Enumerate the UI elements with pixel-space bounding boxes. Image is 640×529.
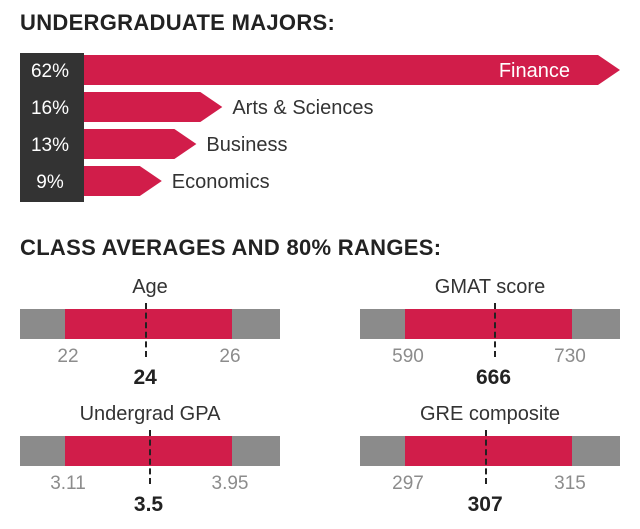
major-bar — [84, 55, 620, 85]
major-category-label: Finance — [499, 60, 570, 82]
percent-label-column — [20, 53, 84, 202]
ranges-title: CLASS AVERAGES AND 80% RANGES: — [20, 235, 442, 260]
range-panel-gre: GRE composite 297 315 307 — [360, 403, 620, 516]
majors-title: UNDERGRADUATE MAJORS: — [20, 10, 336, 35]
range-max-value: 26 — [219, 346, 241, 367]
range-bar — [360, 303, 620, 357]
range-label: GRE composite — [419, 403, 561, 425]
range-average-value: 3.5 — [133, 493, 164, 516]
major-bar — [84, 129, 197, 159]
range-bar — [20, 430, 280, 484]
major-category-label: Arts & Sciences — [232, 97, 373, 119]
range-min-value: 590 — [392, 346, 424, 367]
major-bar — [84, 166, 162, 196]
range-fill — [65, 309, 232, 339]
range-min-value: 22 — [57, 346, 79, 367]
range-min-value: 297 — [392, 473, 424, 494]
major-category-label: Business — [206, 134, 287, 156]
range-fill — [405, 309, 572, 339]
range-max-value: 315 — [554, 473, 586, 494]
major-bar — [84, 92, 223, 122]
range-min-value: 3.11 — [50, 473, 86, 494]
major-percent-label: 16% — [31, 98, 69, 119]
majors-bar-chart: 62% Finance 16% Arts & Sciences 13% Business 9… — [20, 53, 620, 202]
range-average-value: 666 — [475, 366, 512, 389]
range-panel-gmat: GMAT score 590 730 666 — [360, 276, 620, 389]
average-marker — [485, 430, 488, 484]
range-label: GMAT score — [434, 276, 546, 298]
range-panel-age: Age 22 26 24 — [20, 276, 280, 389]
range-max-value: 730 — [554, 346, 586, 367]
range-bar — [360, 430, 620, 484]
average-marker — [148, 430, 151, 484]
range-panel-gpa: Undergrad GPA 3.11 3.95 3.5 — [20, 403, 280, 516]
range-label: Undergrad GPA — [79, 403, 221, 425]
range-average-value: 307 — [467, 493, 503, 516]
range-average-value: 24 — [133, 366, 157, 389]
range-fill — [405, 436, 572, 466]
average-marker — [145, 303, 148, 357]
major-percent-label: 62% — [31, 61, 69, 82]
major-percent-label: 13% — [31, 135, 69, 156]
range-max-value: 3.95 — [211, 473, 249, 494]
major-percent-label: 9% — [36, 172, 64, 193]
range-bar — [20, 303, 280, 357]
major-category-label: Economics — [172, 171, 270, 193]
range-label: Age — [132, 276, 168, 298]
average-marker — [493, 303, 496, 357]
